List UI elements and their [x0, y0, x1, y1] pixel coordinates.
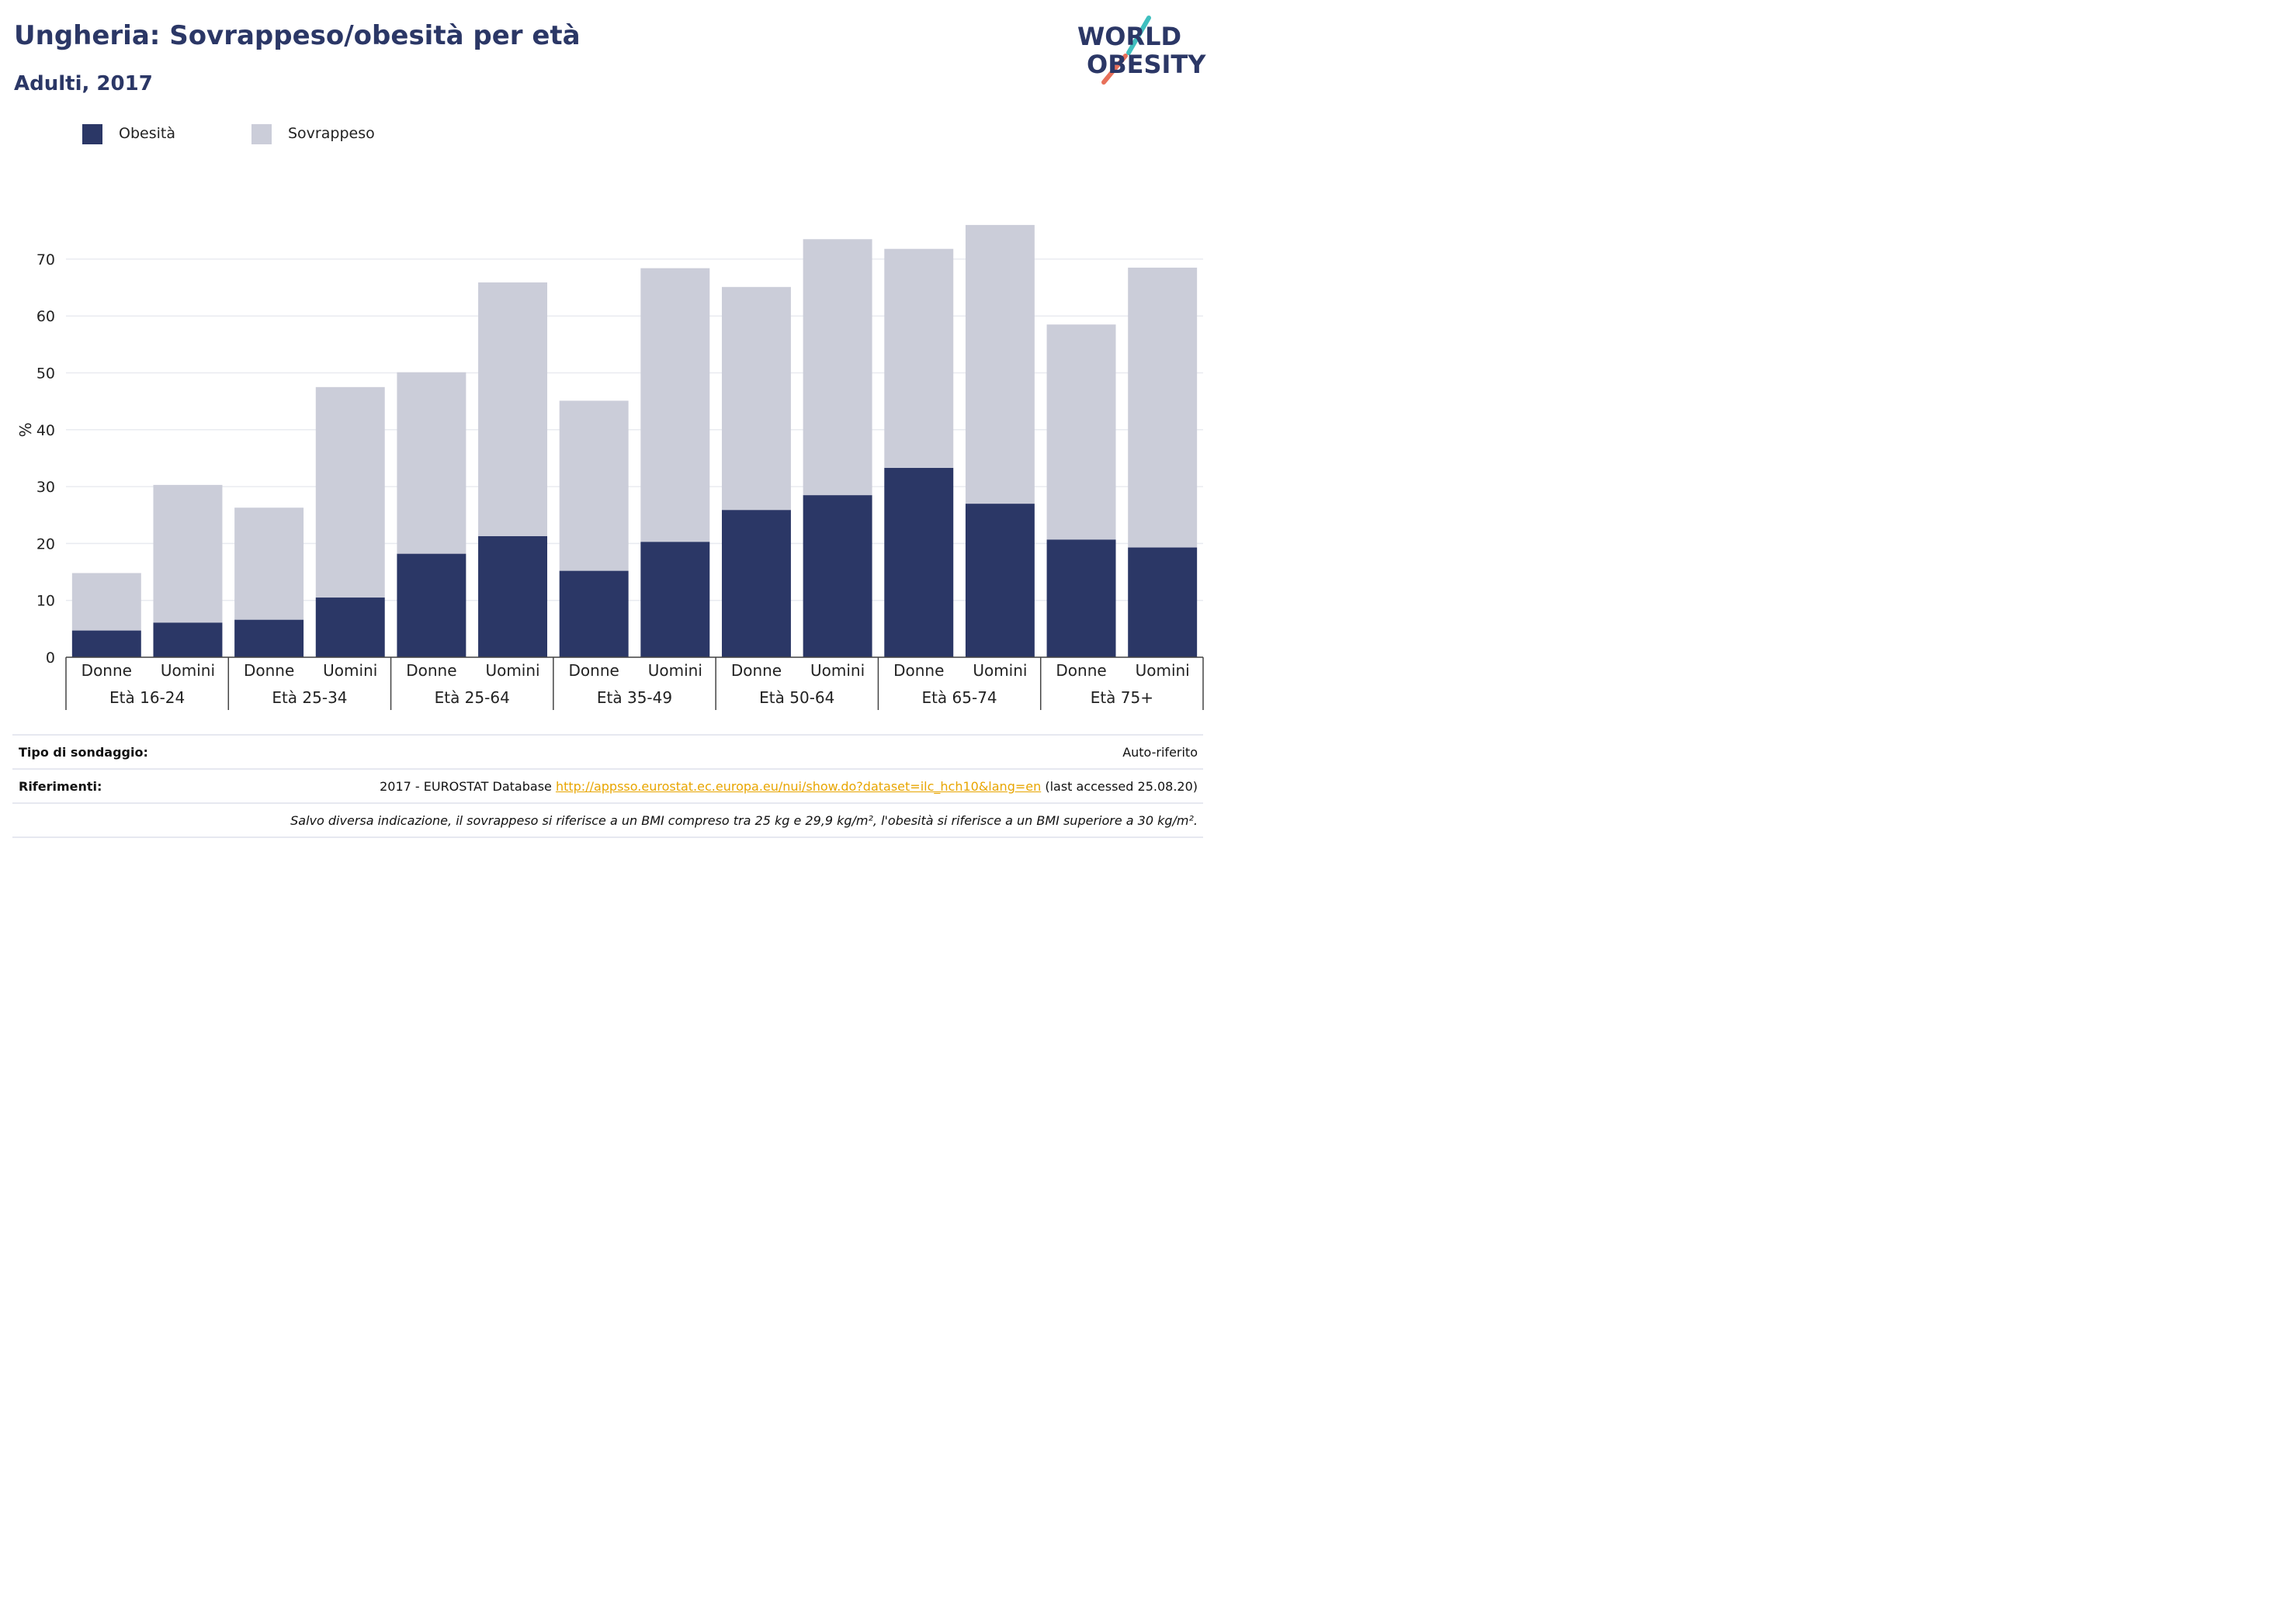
legend-swatch-overweight	[251, 124, 272, 144]
y-tick-label: 40	[36, 422, 55, 439]
bar-obesity	[234, 619, 304, 657]
bar-obesity	[965, 504, 1035, 657]
x-group-label: Età 65-74	[921, 688, 997, 707]
page-subtitle: Adulti, 2017	[14, 72, 153, 95]
x-category-label: Donne	[569, 661, 619, 680]
bar-obesity	[721, 510, 791, 657]
x-category-label: Donne	[893, 661, 944, 680]
bar-overweight	[478, 282, 548, 536]
x-category-label: Uomini	[648, 661, 702, 680]
x-group-label: Età 35-49	[597, 688, 672, 707]
bar-overweight	[315, 386, 385, 598]
y-tick-label: 0	[46, 649, 55, 667]
x-category-label: Uomini	[1136, 661, 1190, 680]
logo-text-obesity: OBESITY	[1087, 50, 1206, 79]
x-group-label: Età 25-64	[435, 688, 510, 707]
bar-overweight	[234, 507, 304, 620]
legend-swatch-obesity	[82, 124, 102, 144]
bar-overweight	[1128, 267, 1198, 548]
y-tick-label: 60	[36, 308, 55, 325]
references-label: Riferimenti:	[19, 779, 102, 794]
x-category-label: Donne	[244, 661, 294, 680]
bar-overweight	[640, 268, 710, 542]
footer-row-survey: Tipo di sondaggio: Auto-riferito	[12, 734, 1203, 768]
bar-overweight	[397, 372, 466, 554]
references-prefix: 2017 - EUROSTAT Database	[380, 779, 556, 794]
world-obesity-logo: WORLD OBESITY	[1077, 16, 1206, 85]
bar-obesity	[559, 570, 629, 657]
bar-obesity	[315, 597, 385, 657]
bar-overweight	[965, 224, 1035, 504]
bar-obesity	[640, 542, 710, 657]
bar-overweight	[884, 248, 954, 468]
logo-text-world: WORLD	[1077, 22, 1181, 51]
bar-overweight	[1046, 324, 1116, 540]
x-group-label: Età 25-34	[272, 688, 347, 707]
bar-obesity	[71, 630, 141, 657]
x-category-label: Uomini	[161, 661, 215, 680]
bar-obesity	[1128, 547, 1198, 657]
x-category-label: Uomini	[485, 661, 539, 680]
x-category-label: Donne	[731, 661, 782, 680]
x-group-label: Età 16-24	[109, 688, 185, 707]
y-tick-label: 10	[36, 593, 55, 610]
y-tick-label: 50	[36, 365, 55, 383]
bar-obesity	[153, 622, 223, 657]
bar-overweight	[721, 286, 791, 511]
survey-label: Tipo di sondaggio:	[19, 745, 148, 760]
bar-overweight	[153, 484, 223, 623]
bar-overweight	[71, 573, 141, 631]
x-category-label: Uomini	[810, 661, 865, 680]
x-category-label: Donne	[406, 661, 456, 680]
x-category-label: Donne	[1056, 661, 1106, 680]
x-category-label: Uomini	[323, 661, 377, 680]
x-group-label: Età 50-64	[759, 688, 834, 707]
y-tick-label: 70	[36, 251, 55, 268]
y-tick-label: 30	[36, 479, 55, 496]
footer-row-note: Salvo diversa indicazione, il sovrappeso…	[12, 802, 1203, 838]
footer-row-references: Riferimenti: 2017 - EUROSTAT Database ht…	[12, 768, 1203, 802]
stacked-bar-chart: 0 10 20 30 40 50 60 70% Donne Uomini Donne Uomini Do…	[16, 224, 1204, 710]
references-value: 2017 - EUROSTAT Database http://appsso.e…	[380, 779, 1198, 794]
references-link[interactable]: http://appsso.eurostat.ec.europa.eu/nui/…	[555, 779, 1042, 794]
bar-overweight	[559, 400, 629, 571]
legend-label-obesity: Obesità	[119, 125, 175, 142]
bar-obesity	[397, 553, 466, 657]
bmi-note: Salvo diversa indicazione, il sovrappeso…	[290, 813, 1198, 828]
legend-label-overweight: Sovrappeso	[288, 125, 375, 142]
bar-obesity	[1046, 539, 1116, 657]
x-group-label: Età 75+	[1091, 688, 1153, 707]
bar-obesity	[803, 495, 872, 657]
y-tick-label: 20	[36, 535, 55, 552]
references-suffix: (last accessed 25.08.20)	[1041, 779, 1198, 794]
y-axis-label: %	[16, 422, 35, 437]
bar-obesity	[478, 535, 548, 657]
x-category-label: Uomini	[973, 661, 1027, 680]
bar-overweight	[803, 239, 872, 496]
chart-footer: Tipo di sondaggio: Auto-riferito Riferim…	[12, 734, 1203, 838]
page-title: Ungheria: Sovrappeso/obesità per età	[14, 20, 581, 51]
survey-value: Auto-riferito	[1122, 745, 1198, 760]
x-category-label: Donne	[82, 661, 132, 680]
bar-obesity	[884, 467, 954, 657]
